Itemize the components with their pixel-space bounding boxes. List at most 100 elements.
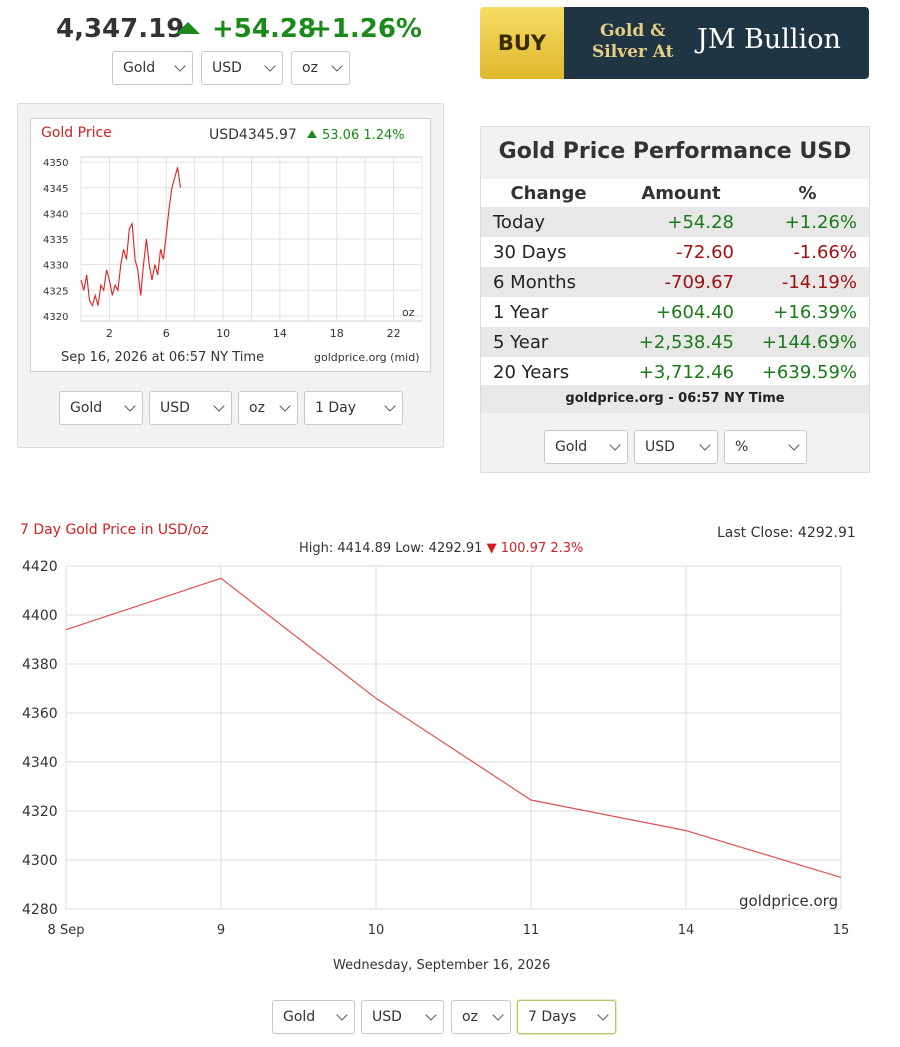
intraday-currency-select-value: USD <box>160 400 190 416</box>
row-label: 20 Years <box>481 357 616 387</box>
week-x-tick-label: 11 <box>523 923 540 938</box>
row-label: 6 Months <box>481 267 616 297</box>
ad-tagline-line2: Silver At <box>592 42 674 62</box>
intraday-y-tick-label: 4340 <box>43 209 68 220</box>
price-change: +54.28 <box>212 14 317 44</box>
intraday-date-label: Sep 16, 2026 at 06:57 NY Time <box>61 350 264 365</box>
week-x-tick-label: 8 Sep <box>48 923 85 938</box>
chevron-down-icon <box>492 1009 504 1021</box>
top-currency-select[interactable]: USD <box>201 51 283 85</box>
row-label: 30 Days <box>481 237 616 267</box>
performance-mode-select[interactable]: % <box>724 430 807 464</box>
intraday-x-tick-label: 14 <box>273 327 287 340</box>
row-percent: +144.69% <box>746 327 869 357</box>
performance-footer: goldprice.org - 06:57 NY Time <box>481 385 869 413</box>
price-change-percent: +1.26% <box>310 14 422 44</box>
performance-row: Today +54.28 +1.26% <box>481 207 869 237</box>
header-change: Change <box>481 179 616 207</box>
week-x-axis-label: Wednesday, September 16, 2026 <box>333 958 550 973</box>
chevron-down-icon <box>788 439 800 451</box>
week-change: 100.97 2.3% <box>500 541 584 556</box>
week-unit-select[interactable]: oz <box>451 1000 511 1034</box>
week-currency-select-value: USD <box>372 1009 402 1025</box>
chevron-down-icon <box>124 400 136 412</box>
week-y-tick-label: 4400 <box>22 608 58 624</box>
intraday-range-select[interactable]: 1 Day <box>304 391 403 425</box>
row-percent: +639.59% <box>746 357 869 387</box>
ad-brand-name: JM Bullion <box>697 24 841 55</box>
week-unit-select-value: oz <box>462 1009 478 1025</box>
intraday-x-tick-label: 6 <box>163 327 170 340</box>
top-unit-select-value: oz <box>302 60 318 76</box>
performance-mode-select-value: % <box>735 439 749 455</box>
chevron-down-icon <box>609 439 621 451</box>
row-label: 5 Year <box>481 327 616 357</box>
week-metal-select[interactable]: Gold <box>272 1000 355 1034</box>
week-price-line <box>65 577 842 878</box>
jm-bullion-ad-banner[interactable]: BUY Gold & Silver At JM Bullion <box>480 7 869 79</box>
week-range-select[interactable]: 7 Days <box>517 1000 616 1034</box>
week-chart-svg: 4280 4300 4320 4340 4360 4380 4400 4420 8 Sep 9 1… <box>22 559 849 973</box>
ad-tagline-line1: Gold & <box>600 21 666 41</box>
intraday-y-tick-label: 4350 <box>43 158 68 169</box>
ad-buy-label: BUY <box>480 7 564 79</box>
gold-price-value: 4,347.19 <box>56 14 185 44</box>
row-percent: +1.26% <box>746 207 869 237</box>
week-y-tick-label: 4380 <box>22 657 58 673</box>
row-amount: -72.60 <box>616 237 746 267</box>
week-y-tick-label: 4360 <box>22 706 58 722</box>
week-y-tick-label: 4280 <box>22 902 58 918</box>
performance-row: 6 Months -709.67 -14.19% <box>481 267 869 297</box>
performance-metal-select[interactable]: Gold <box>544 430 628 464</box>
intraday-unit-select-value: oz <box>249 400 265 416</box>
week-currency-select[interactable]: USD <box>361 1000 444 1034</box>
row-percent: -1.66% <box>746 237 869 267</box>
ad-brand-area: Gold & Silver At JM Bullion <box>564 7 869 79</box>
performance-row: 20 Years +3,712.46 +639.59% <box>481 357 869 387</box>
intraday-currency-select[interactable]: USD <box>149 391 232 425</box>
row-percent: +16.39% <box>746 297 869 327</box>
week-chart-title: 7 Day Gold Price in USD/oz <box>20 522 209 538</box>
intraday-y-tick-label: 4320 <box>43 312 68 323</box>
performance-row: 30 Days -72.60 -1.66% <box>481 237 869 267</box>
intraday-y-tick-label: 4345 <box>43 184 68 195</box>
top-metal-select-value: Gold <box>123 60 156 76</box>
week-y-tick-label: 4300 <box>22 853 58 869</box>
down-arrow-icon: ▼ <box>486 541 497 556</box>
row-amount: +2,538.45 <box>616 327 746 357</box>
week-y-tick-label: 4340 <box>22 755 58 771</box>
header-percent: % <box>746 179 869 207</box>
intraday-price-line <box>80 167 182 308</box>
chevron-down-icon <box>331 60 343 72</box>
performance-currency-select-value: USD <box>645 439 675 455</box>
week-x-tick-label: 14 <box>678 923 695 938</box>
row-label: 1 Year <box>481 297 616 327</box>
intraday-x-tick-label: 10 <box>216 327 230 340</box>
performance-currency-select[interactable]: USD <box>634 430 718 464</box>
chevron-down-icon <box>336 1009 348 1021</box>
intraday-chart-title: Gold Price <box>41 125 112 141</box>
performance-title: Gold Price Performance USD <box>498 139 852 164</box>
chevron-down-icon <box>279 400 291 412</box>
row-amount: -709.67 <box>616 267 746 297</box>
week-y-tick-label: 4420 <box>22 559 58 575</box>
top-unit-select[interactable]: oz <box>291 51 350 85</box>
intraday-x-tick-label: 18 <box>330 327 344 340</box>
price-up-arrow-icon <box>176 22 200 34</box>
chevron-down-icon <box>213 400 225 412</box>
intraday-unit-select[interactable]: oz <box>238 391 298 425</box>
quote-up-arrow-icon <box>307 130 317 138</box>
intraday-chart: Gold Price USD4345.97 53.06 1.24% 4320 43… <box>30 118 431 372</box>
week-watermark: goldprice.org <box>739 892 838 910</box>
performance-row: 1 Year +604.40 +16.39% <box>481 297 869 327</box>
top-metal-select[interactable]: Gold <box>112 51 193 85</box>
chevron-down-icon <box>425 1009 437 1021</box>
week-high-low-text: High: 4414.89 Low: 4292.91 <box>299 541 483 556</box>
week-metal-select-value: Gold <box>283 1009 316 1025</box>
intraday-metal-select[interactable]: Gold <box>59 391 143 425</box>
week-range-select-value: 7 Days <box>528 1009 577 1025</box>
chevron-down-icon <box>699 439 711 451</box>
intraday-y-tick-label: 4325 <box>43 286 68 297</box>
intraday-y-tick-label: 4330 <box>43 261 68 272</box>
row-amount: +604.40 <box>616 297 746 327</box>
